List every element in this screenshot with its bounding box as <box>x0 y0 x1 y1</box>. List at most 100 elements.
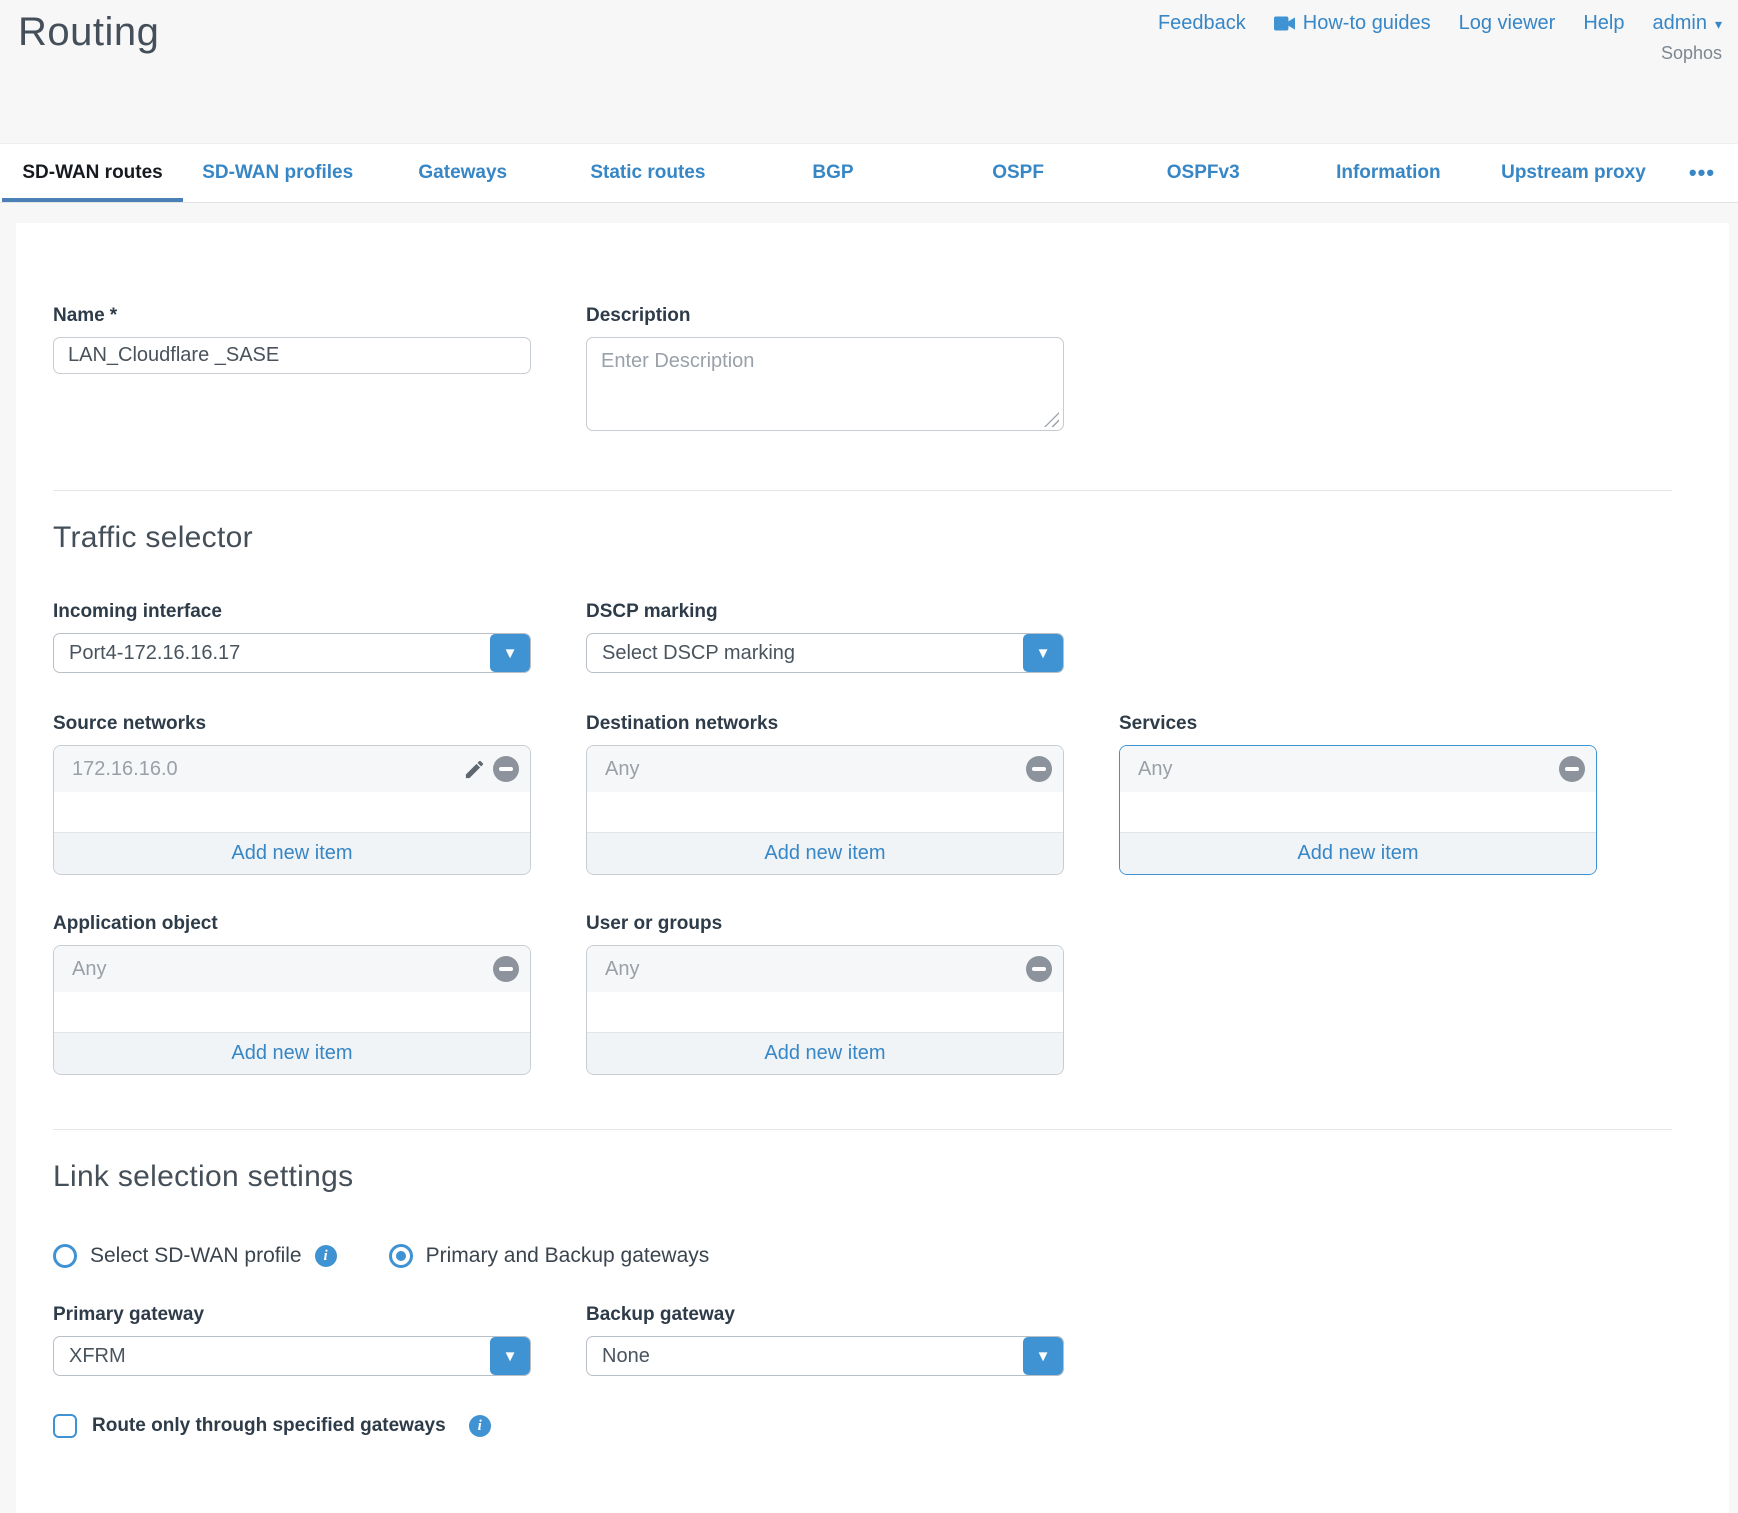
add-new-item-button[interactable]: Add new item <box>587 832 1063 874</box>
tab-static-routes[interactable]: Static routes <box>590 162 706 183</box>
tab-bgp[interactable]: BGP <box>812 162 854 183</box>
section-divider <box>53 490 1672 491</box>
name-description-row: Name * Description <box>53 305 1672 436</box>
services-field: Services Any Add new item <box>1119 713 1597 875</box>
radio-unselected-icon <box>53 1244 77 1268</box>
log-viewer-link[interactable]: Log viewer <box>1458 12 1556 34</box>
services-box: Any Add new item <box>1119 745 1597 875</box>
chevron-down-icon: ▼ <box>1023 1337 1063 1375</box>
incoming-interface-select[interactable]: Port4-172.16.16.17 ▼ <box>53 633 531 673</box>
source-networks-label: Source networks <box>53 713 207 734</box>
tab-bar: SD-WAN routes SD-WAN profiles Gateways S… <box>0 143 1738 203</box>
tab-ospf[interactable]: OSPF <box>992 162 1044 183</box>
page-header: Routing Feedback How-to guides Log viewe… <box>0 0 1738 143</box>
application-users-row: Application object Any Add new item User… <box>53 913 1672 1075</box>
radio-primary-backup-gateways[interactable]: Primary and Backup gateways <box>388 1244 709 1268</box>
destination-networks-field: Destination networks Any Add new item <box>586 713 1064 875</box>
page-title: Routing <box>18 10 160 54</box>
remove-minus-icon[interactable] <box>493 956 519 982</box>
link-selection-heading: Link selection settings <box>53 1160 354 1193</box>
interface-dscp-row: Incoming interface Port4-172.16.16.17 ▼ … <box>53 601 1672 673</box>
add-new-item-button[interactable]: Add new item <box>54 1032 530 1074</box>
list-empty-area <box>587 792 1063 832</box>
gateways-row: Primary gateway XFRM ▼ Backup gateway No… <box>53 1304 1672 1376</box>
required-asterisk: * <box>109 305 118 326</box>
tab-sdwan-routes[interactable]: SD-WAN routes <box>0 144 185 202</box>
link-selection-radio-group: Select SD-WAN profile i Primary and Back… <box>53 1244 1672 1268</box>
list-item: Any <box>54 946 530 992</box>
add-new-item-button[interactable]: Add new item <box>54 832 530 874</box>
howto-guides-link[interactable]: How-to guides <box>1273 12 1431 35</box>
info-icon[interactable]: i <box>468 1415 491 1437</box>
user-or-groups-box: Any Add new item <box>586 945 1064 1075</box>
traffic-selector-heading: Traffic selector <box>53 521 253 554</box>
section-divider <box>53 1129 1672 1130</box>
source-networks-box: 172.16.16.0 Add new item <box>53 745 531 875</box>
tab-upstream-proxy[interactable]: Upstream proxy <box>1501 162 1646 183</box>
tab-more[interactable]: ••• <box>1666 144 1738 202</box>
chevron-down-icon: ▼ <box>1023 634 1063 672</box>
remove-minus-icon[interactable] <box>493 756 519 782</box>
list-item: 172.16.16.0 <box>54 746 530 792</box>
header-links: Feedback How-to guides Log viewer Help a… <box>1158 12 1722 35</box>
dscp-marking-label: DSCP marking <box>586 601 718 622</box>
services-label: Services <box>1119 713 1198 734</box>
name-input[interactable] <box>53 337 531 374</box>
list-item: Any <box>1120 746 1596 792</box>
remove-minus-icon[interactable] <box>1026 956 1052 982</box>
description-label: Description <box>586 305 691 326</box>
incoming-interface-label: Incoming interface <box>53 601 222 622</box>
name-field: Name * <box>53 305 531 436</box>
user-or-groups-field: User or groups Any Add new item <box>586 913 1064 1075</box>
tab-ospfv3[interactable]: OSPFv3 <box>1166 162 1240 183</box>
add-new-item-button[interactable]: Add new item <box>1120 832 1596 874</box>
chevron-down-icon: ▼ <box>490 1337 530 1375</box>
radio-select-sdwan-profile[interactable]: Select SD-WAN profile i <box>53 1244 337 1268</box>
header-utility-area: Feedback How-to guides Log viewer Help a… <box>1158 12 1722 64</box>
dscp-marking-field: DSCP marking Select DSCP marking ▼ <box>586 601 1064 673</box>
video-camera-icon <box>1273 16 1295 31</box>
incoming-interface-field: Incoming interface Port4-172.16.16.17 ▼ <box>53 601 531 673</box>
primary-gateway-label: Primary gateway <box>53 1304 205 1325</box>
add-new-item-button[interactable]: Add new item <box>587 1032 1063 1074</box>
list-item: Any <box>587 746 1063 792</box>
info-icon[interactable]: i <box>314 1245 337 1267</box>
tab-gateways[interactable]: Gateways <box>418 162 508 183</box>
admin-menu[interactable]: admin ▾ <box>1652 12 1722 34</box>
route-only-label: Route only through specified gateways <box>92 1415 446 1436</box>
destination-networks-box: Any Add new item <box>586 745 1064 875</box>
sdwan-route-form: Name * Description Traffic selector Inco… <box>16 223 1729 1513</box>
primary-gateway-select[interactable]: XFRM ▼ <box>53 1336 531 1376</box>
route-only-checkbox[interactable] <box>53 1414 77 1438</box>
backup-gateway-label: Backup gateway <box>586 1304 735 1325</box>
dscp-marking-select[interactable]: Select DSCP marking ▼ <box>586 633 1064 673</box>
user-or-groups-label: User or groups <box>586 913 723 934</box>
tab-information[interactable]: Information <box>1336 162 1441 183</box>
backup-gateway-field: Backup gateway None ▼ <box>586 1304 1064 1376</box>
brand-label: Sophos <box>1660 43 1722 63</box>
backup-gateway-select[interactable]: None ▼ <box>586 1336 1064 1376</box>
list-item: Any <box>587 946 1063 992</box>
remove-minus-icon[interactable] <box>1559 756 1585 782</box>
edit-pencil-icon[interactable] <box>463 758 486 781</box>
networks-services-row: Source networks 172.16.16.0 Add new item <box>53 713 1672 875</box>
list-empty-area <box>587 992 1063 1032</box>
destination-networks-label: Destination networks <box>586 713 779 734</box>
remove-minus-icon[interactable] <box>1026 756 1052 782</box>
radio-selected-icon <box>388 1244 413 1268</box>
ellipsis-icon: ••• <box>1688 160 1716 185</box>
list-empty-area <box>54 992 530 1032</box>
help-link[interactable]: Help <box>1583 12 1625 34</box>
caret-down-icon: ▾ <box>1714 15 1722 32</box>
application-object-field: Application object Any Add new item <box>53 913 531 1075</box>
feedback-link[interactable]: Feedback <box>1157 12 1246 34</box>
route-only-row: Route only through specified gateways i <box>53 1414 1672 1438</box>
list-empty-area <box>54 792 530 832</box>
application-object-box: Any Add new item <box>53 945 531 1075</box>
tab-sdwan-profiles[interactable]: SD-WAN profiles <box>202 162 354 183</box>
chevron-down-icon: ▼ <box>490 634 530 672</box>
name-label: Name * <box>53 305 118 326</box>
description-input[interactable] <box>586 337 1064 431</box>
primary-gateway-field: Primary gateway XFRM ▼ <box>53 1304 531 1376</box>
application-object-label: Application object <box>53 913 218 934</box>
